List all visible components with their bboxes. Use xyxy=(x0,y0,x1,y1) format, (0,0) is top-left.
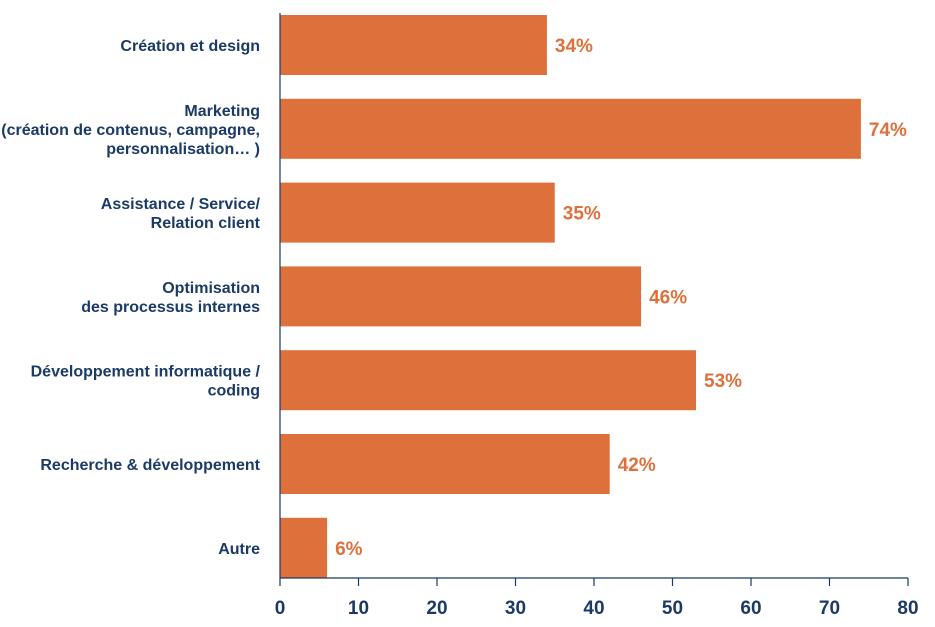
category-label-line: Assistance / Service/ xyxy=(101,196,261,213)
x-tick-label-2: 20 xyxy=(426,598,447,619)
value-label-5: 42% xyxy=(618,455,656,476)
value-label-1: 74% xyxy=(869,120,907,141)
category-label-0: Création et design xyxy=(120,38,260,55)
category-label-line: Création et design xyxy=(120,38,260,55)
category-label-3: Optimisation des processus internes xyxy=(81,280,260,316)
x-tick-label-0: 0 xyxy=(275,598,286,619)
value-label-4: 53% xyxy=(704,371,742,392)
category-label-line: (création de contenus, campagne, xyxy=(1,122,260,139)
category-label-line: personnalisation… ) xyxy=(106,141,260,158)
category-label-line: des processus internes xyxy=(81,299,260,316)
x-tick-label-3: 30 xyxy=(505,598,526,619)
bar-6 xyxy=(280,517,328,578)
x-tick-label-4: 40 xyxy=(583,598,604,619)
bar-3 xyxy=(280,266,642,327)
bar-2 xyxy=(280,182,555,243)
category-label-2: Assistance / Service/Relation client xyxy=(101,196,261,232)
category-label-line: coding xyxy=(208,383,260,400)
x-tick-label-8: 80 xyxy=(897,598,918,619)
category-label-6: Autre xyxy=(218,541,260,558)
category-label-4: Développement informatique / coding xyxy=(31,364,261,400)
x-tick-label-6: 60 xyxy=(740,598,761,619)
value-label-0: 34% xyxy=(555,36,593,57)
value-label-2: 35% xyxy=(563,204,601,225)
category-label-line: Relation client xyxy=(151,215,261,232)
bar-5 xyxy=(280,434,610,494)
x-tick-label-7: 70 xyxy=(819,598,840,619)
x-tick-label-1: 10 xyxy=(348,598,369,619)
category-label-1: Marketing (création de contenus, campagne… xyxy=(1,103,260,158)
category-label-5: Recherche & développement xyxy=(40,457,260,474)
bar-1 xyxy=(280,98,861,159)
value-label-6: 6% xyxy=(335,539,363,560)
category-label-line: Développement informatique / xyxy=(31,364,261,381)
bar-4 xyxy=(280,350,697,411)
bar-0 xyxy=(280,15,547,75)
category-label-line: Optimisation xyxy=(162,280,260,297)
category-label-line: Recherche & développement xyxy=(40,457,260,474)
category-label-line: Autre xyxy=(218,541,260,558)
category-label-line: Marketing xyxy=(184,103,260,120)
value-label-3: 46% xyxy=(649,287,687,308)
x-tick-label-5: 50 xyxy=(662,598,683,619)
